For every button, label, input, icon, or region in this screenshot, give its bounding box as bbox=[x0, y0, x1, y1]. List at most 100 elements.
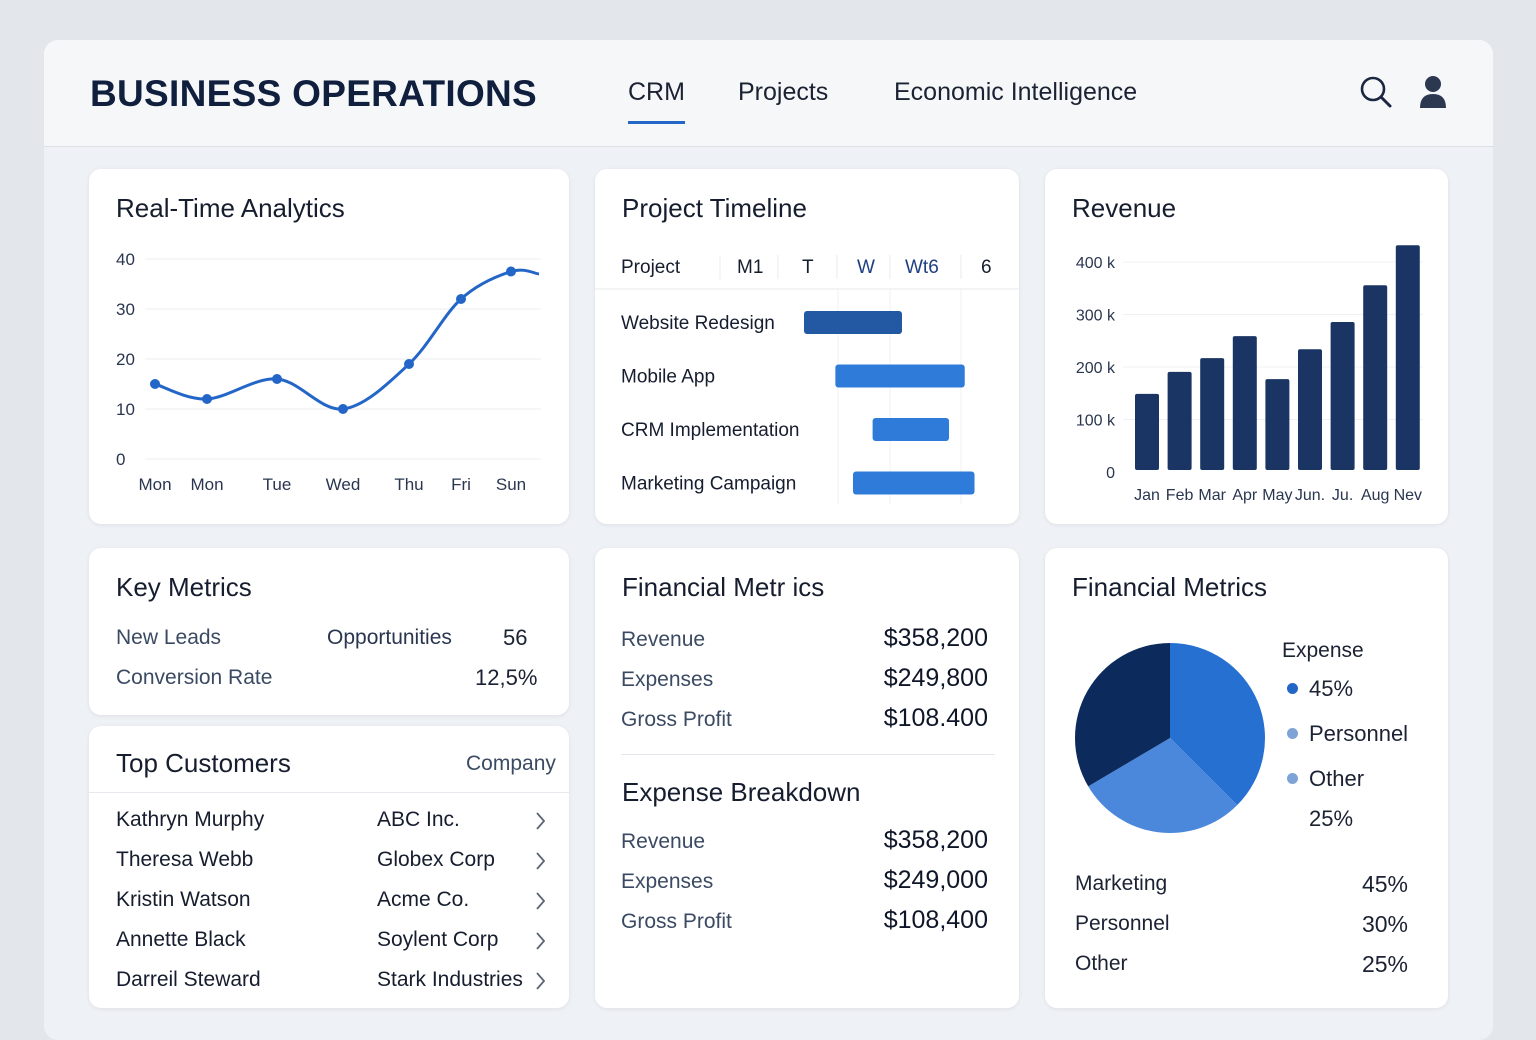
x-tick-label: May bbox=[1262, 487, 1292, 504]
customer-row[interactable]: Kristin Watson Acme Co. bbox=[89, 888, 569, 918]
revenue-bar[interactable] bbox=[1135, 393, 1159, 470]
legend-title: Expense bbox=[1282, 639, 1364, 662]
timeline-column-header: Wt6 bbox=[905, 257, 939, 278]
chevron-right-icon[interactable] bbox=[533, 811, 547, 831]
customer-company: Globex Corp bbox=[377, 848, 495, 871]
timeline-bar[interactable] bbox=[872, 418, 950, 441]
customer-row[interactable]: Theresa Webb Globex Corp bbox=[89, 848, 569, 878]
y-tick-label: 100 k bbox=[1076, 413, 1116, 430]
tab-economic-intelligence[interactable]: Economic Intelligence bbox=[894, 78, 1138, 106]
legend-dot bbox=[1287, 773, 1298, 784]
x-tick-label: Aug bbox=[1361, 487, 1389, 504]
x-tick-label: Mon bbox=[190, 475, 223, 494]
data-point[interactable] bbox=[150, 379, 160, 389]
chevron-right-icon[interactable] bbox=[533, 931, 547, 951]
line-chart: 0 10 20 30 40 Mon Mon Tue Wed Thu Fri Sun bbox=[116, 250, 541, 494]
legend-extra-value: 25% bbox=[1309, 806, 1354, 831]
card-title: Project Timeline bbox=[622, 193, 807, 223]
card-title: Revenue bbox=[1072, 193, 1177, 223]
x-tick-label: Jun. bbox=[1295, 487, 1325, 504]
metric-label: Gross Profit bbox=[621, 708, 732, 731]
metric-value: $358,200 bbox=[883, 624, 988, 652]
bar-chart: 0 100 k 200 k 300 k 400 k Jan Feb Mar Apr May Jun.… bbox=[1076, 245, 1423, 504]
tab-projects[interactable]: Projects bbox=[738, 78, 829, 106]
key-metrics-card: Key Metrics New Leads Opportunities 56 C… bbox=[89, 548, 569, 715]
divider bbox=[621, 754, 995, 755]
expense-category-label: Personnel bbox=[1075, 912, 1170, 935]
card-title: Financial Metrics bbox=[1072, 572, 1268, 602]
revenue-bar[interactable] bbox=[1200, 358, 1225, 470]
revenue-bar[interactable] bbox=[1298, 349, 1322, 470]
data-point[interactable] bbox=[272, 374, 282, 384]
tab-crm[interactable]: CRM bbox=[628, 78, 685, 124]
search-icon[interactable] bbox=[1358, 74, 1394, 110]
project-timeline-card: Project Timeline Project M1 T W Wt6 6 Website … bbox=[595, 169, 1019, 524]
real-time-analytics-card: Real-Time Analytics 0 10 20 30 40 Mon Mon Tue We… bbox=[89, 169, 569, 524]
y-tick-label: 20 bbox=[116, 350, 135, 369]
metric-value: $249,800 bbox=[883, 664, 988, 692]
revenue-bar[interactable] bbox=[1395, 245, 1420, 470]
metric-label: Revenue bbox=[621, 628, 706, 651]
customer-row[interactable]: Annette Black Soylent Corp bbox=[89, 928, 569, 958]
timeline-column-header: T bbox=[802, 257, 814, 278]
app-title: BUSINESS OPERATIONS bbox=[90, 73, 538, 114]
customer-name: Annette Black bbox=[116, 928, 246, 951]
conversion-rate-label: Conversion Rate bbox=[116, 666, 273, 689]
metric-label: Expenses bbox=[621, 668, 714, 691]
customer-row[interactable]: Darreil Steward Stark Industries bbox=[89, 968, 569, 998]
revenue-bar[interactable] bbox=[1330, 321, 1355, 470]
legend-label: Personnel bbox=[1309, 721, 1409, 746]
expense-category-label: Marketing bbox=[1075, 872, 1168, 895]
pie-slice[interactable] bbox=[1170, 643, 1265, 806]
timeline-bar[interactable] bbox=[853, 471, 975, 495]
x-tick-label: Mar bbox=[1198, 487, 1226, 504]
data-point[interactable] bbox=[202, 394, 212, 404]
timeline-bar[interactable] bbox=[835, 364, 965, 388]
data-point[interactable] bbox=[338, 404, 348, 414]
timeline-bar[interactable] bbox=[804, 311, 902, 334]
y-tick-label: 400 k bbox=[1076, 255, 1116, 272]
expense-breakdown-title: Expense Breakdown bbox=[622, 777, 861, 807]
legend-dot bbox=[1287, 683, 1298, 694]
financial-pie-card: Financial Metrics Expense 45% Personnel Ot… bbox=[1045, 548, 1448, 1008]
y-tick-label: 40 bbox=[116, 250, 135, 269]
gantt-chart: Project M1 T W Wt6 6 Website Redesign Mobile Ap… bbox=[595, 255, 1019, 504]
data-point[interactable] bbox=[506, 266, 516, 277]
metric-label: Expenses bbox=[621, 870, 714, 893]
divider bbox=[89, 792, 569, 793]
x-tick-label: Apr bbox=[1232, 487, 1258, 504]
revenue-bar[interactable] bbox=[1265, 379, 1290, 470]
top-customers-card: Top Customers Company Kathryn Murphy ABC… bbox=[89, 726, 569, 1008]
timeline-column-header: Project bbox=[621, 257, 681, 278]
revenue-bar[interactable] bbox=[1232, 336, 1257, 470]
y-tick-label: 0 bbox=[1106, 465, 1115, 482]
customer-company: Stark Industries bbox=[377, 968, 523, 991]
user-icon[interactable] bbox=[1416, 74, 1452, 110]
pie-slice[interactable] bbox=[1075, 643, 1170, 787]
card-title: Real-Time Analytics bbox=[116, 193, 345, 223]
x-tick-label: Ju. bbox=[1332, 487, 1353, 504]
y-tick-label: 0 bbox=[116, 450, 125, 469]
customer-name: Kathryn Murphy bbox=[116, 808, 265, 831]
x-tick-label: Feb bbox=[1166, 487, 1194, 504]
pie-slice[interactable] bbox=[1088, 738, 1238, 833]
chevron-right-icon[interactable] bbox=[533, 971, 547, 991]
metric-label: Gross Profit bbox=[621, 910, 732, 933]
metric-value: $108,400 bbox=[883, 906, 988, 934]
card-title: Financial Metr ics bbox=[622, 572, 825, 602]
chevron-right-icon[interactable] bbox=[533, 891, 547, 911]
customer-company: ABC Inc. bbox=[377, 808, 460, 831]
customer-row[interactable]: Kathryn Murphy ABC Inc. bbox=[89, 808, 569, 838]
card-title: Key Metrics bbox=[116, 572, 252, 602]
x-tick-label: Nev bbox=[1394, 487, 1422, 504]
customer-company: Soylent Corp bbox=[377, 928, 499, 951]
revenue-bar[interactable] bbox=[1167, 371, 1192, 470]
revenue-card: Revenue 0 100 k 200 k 300 k 400 k Jan Feb Mar Ap… bbox=[1045, 169, 1448, 524]
data-point[interactable] bbox=[456, 294, 466, 304]
chevron-right-icon[interactable] bbox=[533, 851, 547, 871]
metric-value: $249,000 bbox=[883, 866, 988, 894]
data-point[interactable] bbox=[404, 359, 414, 369]
x-tick-label: Jan bbox=[1134, 487, 1160, 504]
revenue-bar[interactable] bbox=[1363, 285, 1388, 470]
legend-label: 45% bbox=[1309, 676, 1354, 701]
